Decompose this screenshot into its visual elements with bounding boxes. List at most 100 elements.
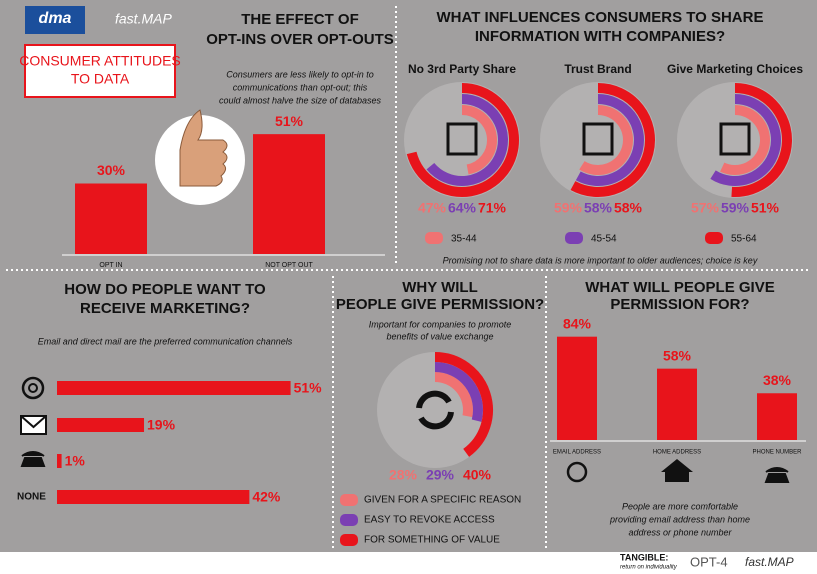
panel-note: Consumers are less likely to opt-in to — [226, 69, 374, 79]
title-box — [24, 44, 176, 98]
panel-note: Promising not to share data is more impo… — [443, 255, 758, 265]
category-label: EMAIL ADDRESS — [553, 450, 601, 456]
value-label: 38% — [763, 372, 792, 388]
legend-label: EASY TO REVOKE ACCESS — [364, 515, 495, 526]
dma-logo-text: dma — [39, 10, 72, 27]
bar — [757, 393, 797, 440]
bar — [657, 368, 697, 440]
mail-icon — [20, 415, 47, 429]
legend-swatch — [340, 494, 358, 506]
ring-arc — [426, 94, 508, 186]
panel-title: PEOPLE GIVE PERMISSION? — [336, 296, 544, 313]
value-label: 64% — [448, 200, 477, 216]
category-label: OPT IN — [99, 262, 122, 269]
value-label: 59% — [554, 200, 583, 216]
value-label: 58% — [614, 200, 643, 216]
category-label: PHONE NUMBER — [752, 450, 802, 456]
panel-note: communications than opt-out; this — [233, 82, 368, 92]
icon — [582, 122, 614, 156]
ring-arc — [406, 83, 519, 197]
value-label: 59% — [721, 200, 750, 216]
group-label: No 3rd Party Share — [408, 62, 516, 76]
legend-label: 55-64 — [731, 234, 757, 245]
ring-arc — [570, 83, 655, 197]
bar — [57, 418, 145, 432]
footer — [0, 552, 817, 574]
email-icon — [21, 376, 45, 400]
panel-note: People are more comfortable — [622, 501, 738, 511]
panel-title: OPT-INS OVER OPT-OUTS — [206, 31, 394, 48]
panel-note: providing email address than home — [609, 514, 750, 524]
panel-note: benefits of value exchange — [386, 331, 493, 341]
value-label: 19% — [147, 417, 176, 433]
bar — [57, 454, 62, 468]
value-label: 51% — [275, 113, 304, 129]
bar — [57, 381, 291, 395]
value-label: 58% — [584, 200, 613, 216]
value-label: 71% — [478, 200, 507, 216]
ring-arc — [710, 94, 781, 186]
ring-arc — [579, 105, 633, 175]
legend-swatch — [565, 232, 583, 244]
panel-title: RECEIVE MARKETING? — [80, 300, 250, 317]
panel-note: could almost halve the size of databases — [219, 95, 382, 105]
email-icon — [28, 383, 38, 393]
panel-note: address or phone number — [628, 527, 732, 537]
ring-arc — [461, 105, 497, 175]
value-label: 57% — [691, 200, 720, 216]
legend-swatch — [705, 232, 723, 244]
legend-label: 35-44 — [451, 234, 477, 245]
value-label: 40% — [463, 467, 492, 483]
value-label: 47% — [418, 200, 447, 216]
legend-label: GIVEN FOR A SPECIFIC REASON — [364, 495, 521, 506]
panel-note: Important for companies to promote — [369, 319, 512, 329]
footer-text: fast.MAP — [745, 555, 794, 569]
ring-arc — [731, 83, 792, 197]
category-label: HOME ADDRESS — [653, 450, 701, 456]
panel-title: HOW DO PEOPLE WANT TO — [64, 281, 266, 298]
legend-label: FOR SOMETHING OF VALUE — [364, 535, 500, 546]
legend-swatch — [340, 514, 358, 526]
legend-label: 45-54 — [591, 234, 617, 245]
ring-arc — [434, 352, 493, 457]
value-label: 51% — [751, 200, 780, 216]
phone-icon — [764, 467, 790, 483]
home-icon — [661, 459, 693, 482]
icon — [719, 122, 751, 156]
ring-arc — [434, 362, 483, 422]
legend-swatch — [340, 534, 358, 546]
fastmap-logo: fast.MAP — [115, 11, 172, 27]
ring-arc — [575, 94, 644, 186]
email-icon — [566, 461, 588, 483]
category-label: NONE — [17, 492, 46, 503]
value-label: 29% — [426, 467, 455, 483]
footer-text: TANGIBLE: — [620, 552, 668, 562]
value-label: 42% — [252, 489, 281, 505]
refresh-icon — [416, 390, 454, 430]
bar — [57, 490, 250, 504]
footer-text: OPT-4 — [690, 554, 728, 569]
group-label: Trust Brand — [564, 62, 631, 76]
value-label: 1% — [65, 453, 86, 469]
panel-note: Email and direct mail are the preferred … — [38, 336, 293, 346]
panel-title: THE EFFECT OF — [241, 11, 359, 28]
value-label: 51% — [294, 380, 323, 396]
group-label: Give Marketing Choices — [667, 62, 803, 76]
footer-text: return on individuality — [620, 565, 678, 571]
ring-arc — [720, 105, 770, 175]
legend-swatch — [425, 232, 443, 244]
dma-logo — [25, 6, 85, 34]
icon — [446, 122, 478, 156]
category-label: NOT OPT OUT — [265, 262, 313, 269]
panel-title: WHAT WILL PEOPLE GIVE — [585, 279, 774, 296]
panel-title: PERMISSION FOR? — [610, 296, 749, 313]
bar — [75, 183, 147, 254]
bar — [557, 336, 597, 440]
bar — [253, 134, 325, 254]
main-title: TO DATA — [71, 71, 130, 87]
panel-title: WHAT INFLUENCES CONSUMERS TO SHARE — [437, 9, 764, 26]
value-label: 84% — [563, 315, 592, 331]
value-label: 58% — [663, 347, 692, 363]
value-label: 28% — [389, 467, 418, 483]
phone-icon — [20, 451, 46, 467]
